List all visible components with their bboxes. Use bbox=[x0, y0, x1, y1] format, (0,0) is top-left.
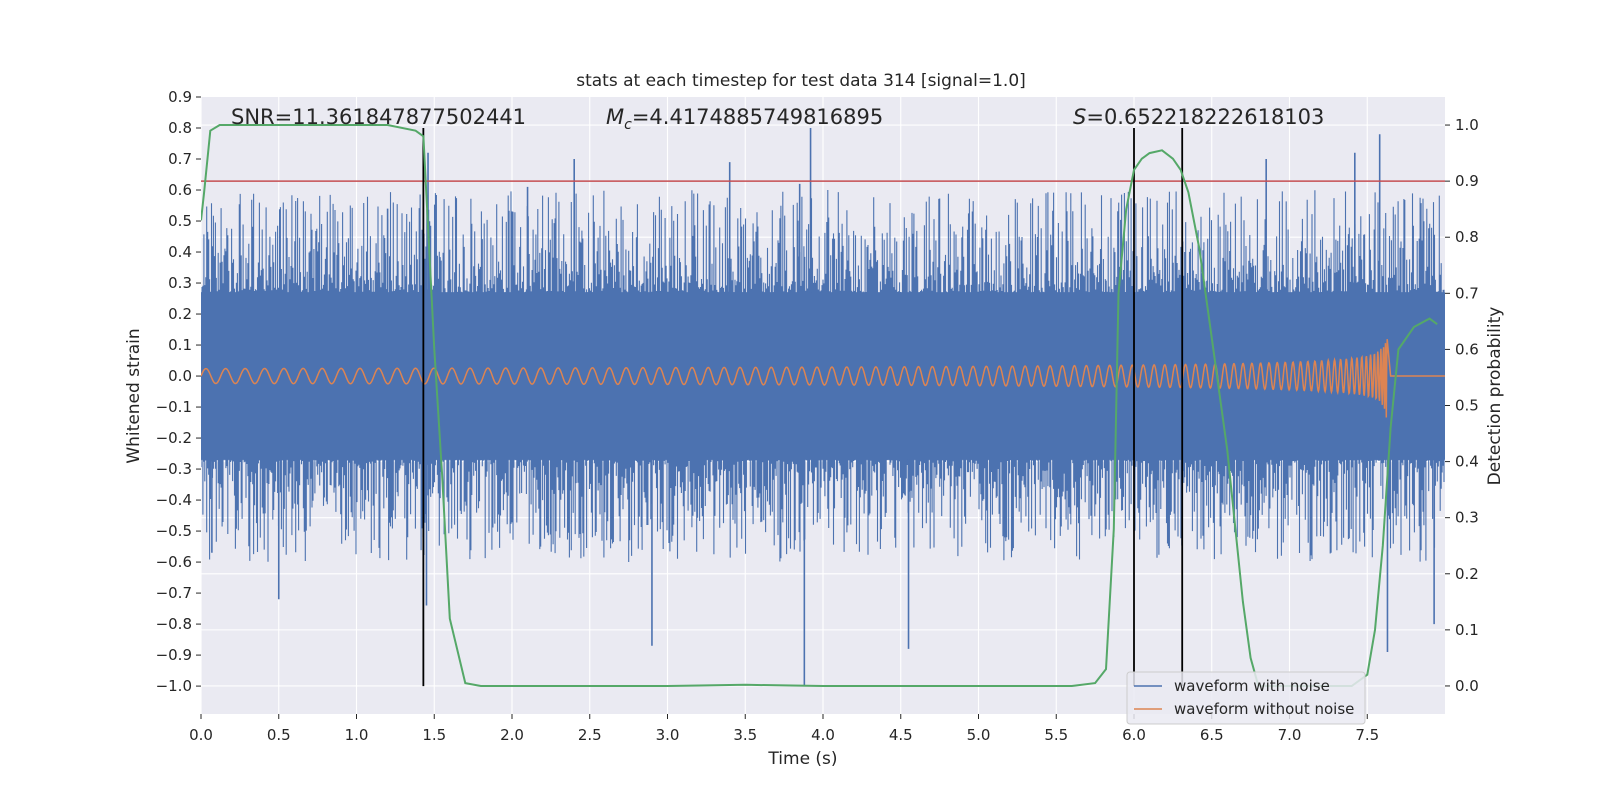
y-tick-label: 0.9 bbox=[168, 88, 192, 106]
x-tick-label: 2.0 bbox=[500, 726, 524, 744]
y-tick-label: −0.9 bbox=[156, 646, 192, 664]
legend-label-chirp: waveform without noise bbox=[1174, 700, 1354, 718]
series-waveform-with-noise bbox=[201, 128, 1445, 687]
y-tick-label: −0.6 bbox=[156, 553, 192, 571]
x-tick-label: 4.0 bbox=[811, 726, 835, 744]
y-tick-label: 0.7 bbox=[168, 150, 192, 168]
y-tick-label: −1.0 bbox=[156, 677, 192, 695]
x-tick-label: 4.5 bbox=[889, 726, 913, 744]
y-tick-label: −0.1 bbox=[156, 398, 192, 416]
y-tick-label: 0.6 bbox=[168, 181, 192, 199]
x-tick-label: 3.0 bbox=[656, 726, 680, 744]
y-tick-label: 0.4 bbox=[168, 243, 192, 261]
y2-tick-label: 0.2 bbox=[1455, 565, 1479, 583]
y2-tick-label: 0.6 bbox=[1455, 340, 1479, 358]
s-annotation: S=0.652218222618103 bbox=[1073, 105, 1324, 129]
vertical-markers bbox=[422, 128, 1184, 687]
y-tick-label: −0.8 bbox=[156, 615, 192, 633]
y-tick-label: −0.7 bbox=[156, 584, 192, 602]
y-axis-label: Whitened strain bbox=[124, 328, 144, 463]
mc-symbol: M bbox=[606, 105, 624, 129]
x-tick-label: 1.5 bbox=[422, 726, 446, 744]
x-tick-label: 5.5 bbox=[1044, 726, 1068, 744]
noise-core-band bbox=[201, 292, 1445, 460]
x-tick-label: 6.0 bbox=[1122, 726, 1146, 744]
x-tick-label: 0.0 bbox=[189, 726, 213, 744]
s-symbol: S bbox=[1073, 105, 1086, 129]
y2-axis-ticks: 1.0 0.9 0.8 0.7 0.6 0.5 0.4 0.3 0.2 0.1 0.0 bbox=[1445, 116, 1479, 695]
x-tick-label: 7.0 bbox=[1278, 726, 1302, 744]
y2-tick-label: 0.0 bbox=[1455, 677, 1479, 695]
legend-box bbox=[1126, 671, 1366, 725]
y-tick-label: 0.5 bbox=[168, 212, 192, 230]
y2-tick-label: 0.1 bbox=[1455, 621, 1479, 639]
y2-tick-label: 0.5 bbox=[1455, 397, 1479, 415]
x-tick-label: 1.0 bbox=[345, 726, 369, 744]
y-tick-label: 0.3 bbox=[168, 274, 192, 292]
y2-tick-label: 1.0 bbox=[1455, 116, 1479, 134]
y2-tick-label: 0.7 bbox=[1455, 284, 1479, 302]
y-tick-label: −0.2 bbox=[156, 429, 192, 447]
chart-title: stats at each timestep for test data 314… bbox=[576, 71, 1026, 91]
y-tick-label: 0.1 bbox=[168, 336, 192, 354]
y2-tick-label: 0.9 bbox=[1455, 172, 1479, 190]
y-tick-label: 0.0 bbox=[168, 367, 192, 385]
y2-tick-label: 0.3 bbox=[1455, 509, 1479, 527]
legend-label-noise: waveform with noise bbox=[1174, 677, 1330, 695]
s-value: =0.652218222618103 bbox=[1086, 105, 1324, 129]
chirp-trace bbox=[201, 339, 1445, 418]
mc-value: =4.4174885749816895 bbox=[632, 105, 883, 129]
mc-subscript: c bbox=[624, 117, 632, 133]
y2-tick-label: 0.8 bbox=[1455, 228, 1479, 246]
series-waveform-without-noise bbox=[201, 339, 1445, 418]
y-tick-label: −0.4 bbox=[156, 491, 192, 509]
legend: waveform with noise waveform without noi… bbox=[1126, 671, 1366, 725]
x-tick-label: 6.5 bbox=[1200, 726, 1224, 744]
y-tick-label: −0.3 bbox=[156, 460, 192, 478]
y-axis-ticks: 0.9 0.8 0.7 0.6 0.5 0.4 0.3 0.2 0.1 0.0 −0.1 −0.2 −0… bbox=[156, 88, 201, 695]
snr-annotation: SNR=11.361847877502441 bbox=[231, 105, 526, 129]
y2-axis-label: Detection probability bbox=[1485, 307, 1505, 486]
y-tick-label: 0.8 bbox=[168, 119, 192, 137]
x-tick-label: 2.5 bbox=[578, 726, 602, 744]
x-axis-ticks: 0.0 0.5 1.0 1.5 2.0 2.5 3.0 3.5 4.0 4.5 5.0 5.5 6.0 6… bbox=[189, 714, 1379, 744]
x-tick-label: 7.5 bbox=[1355, 726, 1379, 744]
x-tick-label: 5.0 bbox=[967, 726, 991, 744]
y2-tick-label: 0.4 bbox=[1455, 453, 1479, 471]
x-tick-label: 0.5 bbox=[267, 726, 291, 744]
x-tick-label: 3.5 bbox=[733, 726, 757, 744]
y-tick-label: 0.2 bbox=[168, 305, 192, 323]
y-tick-label: −0.5 bbox=[156, 522, 192, 540]
x-axis-label: Time (s) bbox=[767, 749, 837, 769]
mc-annotation: Mc=4.4174885749816895 bbox=[606, 105, 883, 133]
